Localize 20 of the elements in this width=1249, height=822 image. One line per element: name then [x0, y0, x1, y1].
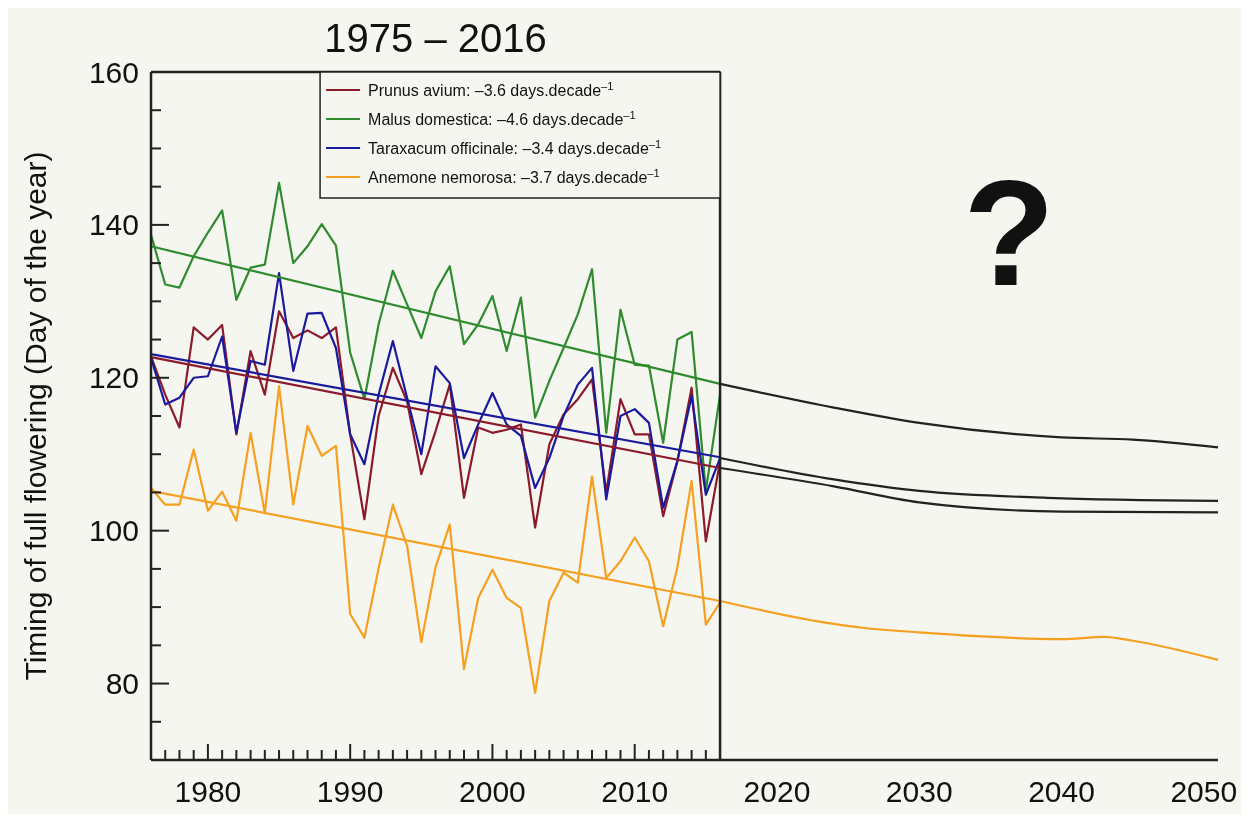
y-tick-label: 100: [88, 514, 139, 548]
legend-label: Anemone nemorosa: –3.7 days.decade$^{–1}$: [368, 166, 660, 186]
x-tick-label: 2040: [1028, 775, 1095, 808]
annotation: ?: [963, 148, 1055, 317]
y-tick-label: 120: [88, 361, 139, 395]
x-tick-label: 2010: [601, 775, 669, 808]
x-tick-label: 2020: [743, 775, 811, 808]
x-tick-label: 2050: [1170, 775, 1238, 808]
chart-title: 1975 – 2016: [324, 16, 547, 60]
y-tick-label: 160: [88, 55, 139, 89]
legend-label: Taraxacum officinale: –3.4 days.decade$^{–1}$: [368, 137, 662, 157]
y-tick-label: 80: [105, 667, 139, 701]
x-tick-label: 1980: [174, 775, 242, 808]
x-tick-label: 2000: [459, 775, 526, 808]
y-axis-title: Timing of full flowering (Day of the year): [19, 151, 52, 681]
x-tick-label: 2030: [885, 775, 953, 808]
y-tick-label: 140: [88, 208, 139, 242]
legend-label: Prunus avium: –3.6 days.decade$^{–1}$: [368, 79, 614, 99]
x-tick-label: 1990: [316, 775, 384, 808]
legend-label: Malus domestica: –4.6 days.decade$^{–1}$: [368, 108, 636, 128]
